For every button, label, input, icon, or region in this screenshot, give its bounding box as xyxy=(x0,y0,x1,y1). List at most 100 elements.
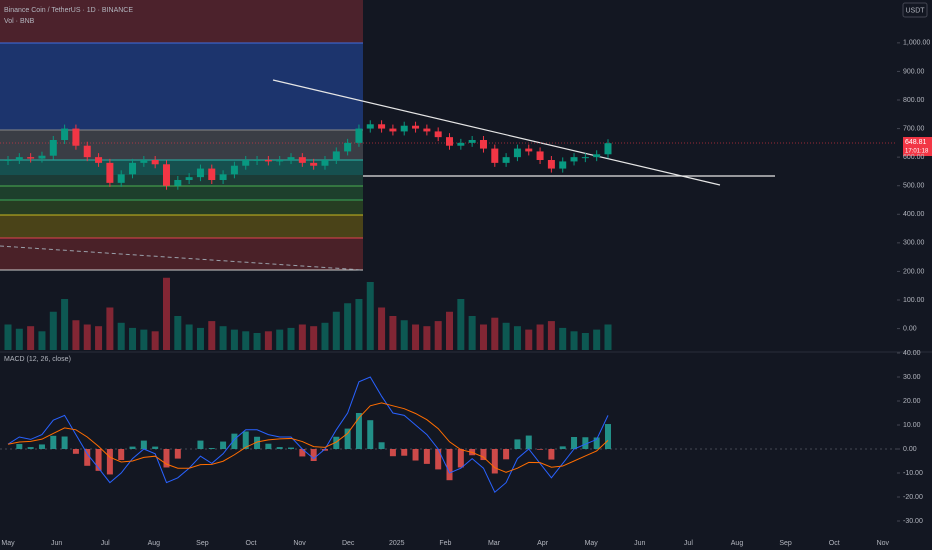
histogram-bar xyxy=(231,433,238,449)
candle xyxy=(230,165,238,175)
dashed-trend xyxy=(0,245,364,271)
volume-bar xyxy=(196,327,204,350)
volume-bar xyxy=(287,327,295,350)
volume-bar xyxy=(95,326,103,350)
volume-bar xyxy=(276,329,284,350)
volume-bar xyxy=(593,329,601,350)
y-tick-label: 400.00 xyxy=(903,211,925,218)
volume-bar xyxy=(434,321,442,350)
volume-bar xyxy=(479,324,487,350)
histogram-bar xyxy=(129,446,136,449)
candle xyxy=(513,148,521,158)
y-tick-label: 40.00 xyxy=(903,350,921,357)
y-tick-label: 600.00 xyxy=(903,154,925,161)
x-tick-label: Aug xyxy=(148,540,161,547)
x-tick-label: Nov xyxy=(293,540,306,547)
histogram-bar xyxy=(95,449,102,471)
x-tick-label: Aug xyxy=(731,540,744,547)
candle xyxy=(570,157,578,162)
x-tick-label: Jul xyxy=(101,540,110,547)
volume-bar xyxy=(581,333,589,350)
histogram-bar xyxy=(571,437,578,449)
histogram-bar xyxy=(174,449,181,459)
volume-bar xyxy=(117,322,125,350)
candle xyxy=(61,128,69,140)
histogram-bar xyxy=(525,435,532,449)
candle xyxy=(525,148,533,152)
macd-label: MACD (12, 26, close) xyxy=(4,356,71,363)
candle xyxy=(140,160,148,163)
volume-bar xyxy=(38,331,46,350)
volume-bar xyxy=(162,277,170,350)
histogram-bar xyxy=(106,449,113,475)
histogram-bar xyxy=(446,449,453,481)
volume-bar xyxy=(536,324,544,350)
x-tick-label: Dec xyxy=(342,540,355,547)
histogram-bar xyxy=(401,449,408,456)
candle xyxy=(117,174,125,183)
y-tick-label: -10.00 xyxy=(903,470,923,477)
histogram-bar xyxy=(84,449,91,466)
candle xyxy=(366,124,374,129)
x-tick-label: Jul xyxy=(684,540,693,547)
candle xyxy=(400,125,408,132)
volume-bar xyxy=(400,320,408,350)
candle xyxy=(219,174,227,180)
x-tick-label: Oct xyxy=(829,540,840,547)
candle xyxy=(83,145,91,158)
candle xyxy=(423,128,431,132)
volume-bar xyxy=(547,321,555,350)
y-tick-label: 200.00 xyxy=(903,268,925,275)
candle xyxy=(72,128,80,146)
histogram-bar xyxy=(355,413,362,449)
x-tick-label: Feb xyxy=(439,540,451,547)
histogram-bar xyxy=(582,437,589,449)
volume-bar xyxy=(321,322,329,350)
price-badge xyxy=(903,137,932,156)
zone xyxy=(0,43,363,130)
volume-bar xyxy=(468,316,476,350)
candle xyxy=(502,157,510,163)
volume-bar xyxy=(378,307,386,350)
histogram-bar xyxy=(16,443,23,449)
histogram-bar xyxy=(38,444,45,449)
histogram-bar xyxy=(288,447,295,449)
volume-bar xyxy=(446,311,454,350)
y-tick-label: -30.00 xyxy=(903,518,923,525)
x-tick-label: May xyxy=(585,540,599,547)
currency[interactable]: USDT xyxy=(905,7,925,14)
candle xyxy=(106,162,114,183)
y-tick-label: 20.00 xyxy=(903,398,921,405)
candle xyxy=(95,157,103,163)
candle xyxy=(321,160,329,166)
volume-bar xyxy=(15,328,23,350)
y-tick-label: 1,000.00 xyxy=(903,40,930,47)
volume-bar xyxy=(491,317,499,350)
histogram-bar xyxy=(163,449,170,468)
candle xyxy=(4,160,12,161)
candle xyxy=(264,160,272,162)
histogram-bar xyxy=(220,441,227,449)
volume-bar xyxy=(310,326,318,350)
candle xyxy=(129,162,137,175)
histogram-bar xyxy=(72,449,79,454)
candle xyxy=(49,140,57,156)
macd-line xyxy=(7,402,609,473)
x-tick-label: 2025 xyxy=(389,540,405,547)
volume-bar xyxy=(185,324,193,350)
volume-bar xyxy=(298,324,306,350)
histogram-bar xyxy=(61,436,68,449)
x-tick-label: Oct xyxy=(246,540,257,547)
zone xyxy=(0,238,363,270)
volume-bar xyxy=(129,327,137,350)
currency-button[interactable] xyxy=(902,2,928,18)
candle xyxy=(491,148,499,163)
candle xyxy=(253,160,261,161)
histogram-bar xyxy=(208,448,215,449)
volume-bar xyxy=(502,322,510,350)
histogram-bar xyxy=(537,449,544,450)
candle xyxy=(378,124,386,129)
volume-bar xyxy=(570,331,578,350)
candle xyxy=(298,157,306,163)
